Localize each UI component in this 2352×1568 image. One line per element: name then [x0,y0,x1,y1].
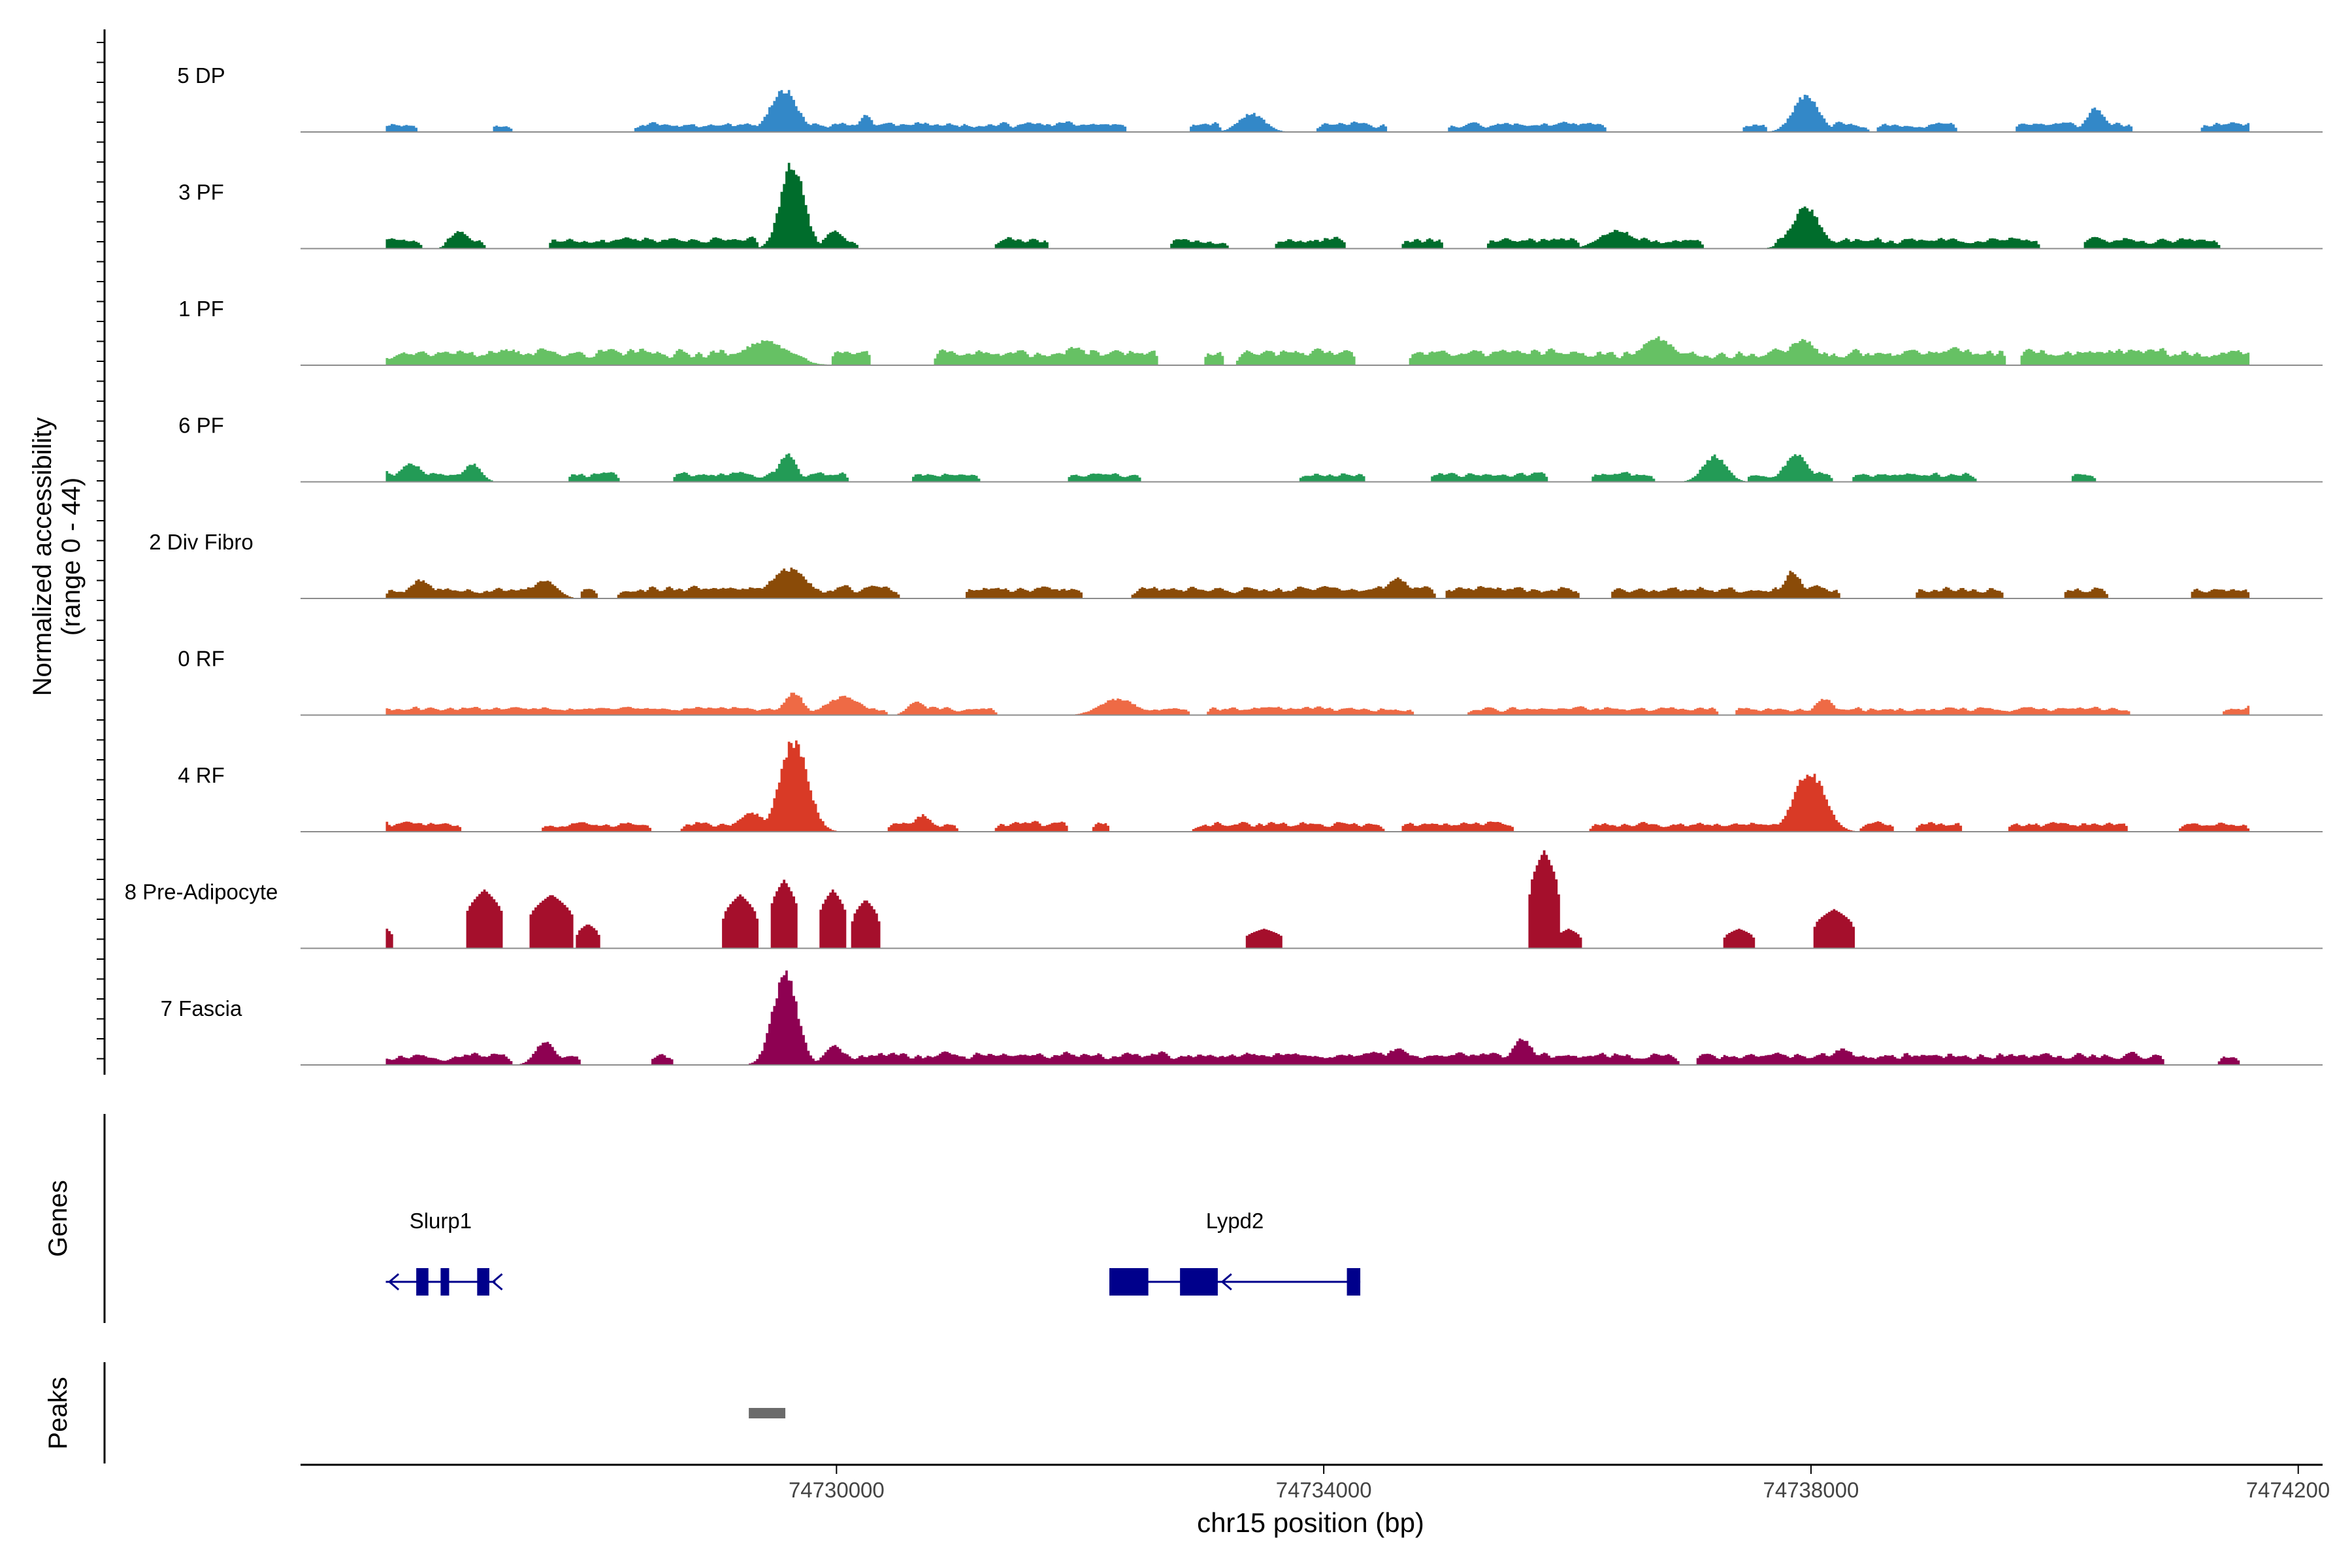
y-axis-label: Normalized accessibility [28,417,57,696]
track-signal [385,740,2250,832]
x-axis-label: chr15 position (bp) [1197,1507,1424,1538]
x-tick-label: 74730000 [789,1478,885,1502]
gene-exon [477,1268,489,1296]
x-tick-label: 74738000 [1763,1478,1859,1502]
track-label: 2 Div Fibro [149,530,253,554]
track-signal [385,453,2097,482]
x-tick-label: 74734000 [1276,1478,1372,1502]
x-tick-label: 7474200 [2246,1478,2330,1502]
track-1-pf: 1 PF [178,297,2323,366]
peaks-panel-label: Peaks [44,1377,73,1449]
y-axis [97,29,106,1075]
gene-name: Slurp1 [410,1209,472,1233]
gene-exon [1347,1268,1361,1296]
track-signal [385,693,2250,715]
track-label: 1 PF [178,297,224,321]
track-signal [385,90,2250,132]
track-5-dp: 5 DP [177,63,2323,133]
track-0-rf: 0 RF [178,647,2323,716]
gene-exon [1109,1268,1149,1296]
track-6-pf: 6 PF [178,414,2323,483]
track-label: 7 Fascia [161,996,242,1021]
coverage-tracks: 5 DP 3 PF 1 PF 6 PF 2 Div Fibro 0 RF 4 RF 8 Pre… [125,63,2323,1066]
track-7-fascia: 7 Fascia [161,970,2323,1066]
track-8-pre-adipocyte: 8 Pre-Adipocyte [125,850,2323,949]
x-axis: 74730000 74734000 74738000 7474200 [301,1463,2330,1502]
gene-strand-arrow [1220,1273,1232,1291]
track-label: 6 PF [178,414,224,438]
peaks-panel [103,1362,786,1463]
gene-exon [1180,1268,1218,1296]
track-signal [385,336,2250,365]
y-axis-label-range: (range 0 - 44) [57,478,86,636]
track-label: 8 Pre-Adipocyte [125,880,278,904]
track-signal [385,970,2240,1065]
peak-region [749,1408,786,1418]
track-signal [385,850,1855,949]
genes-panel-label: Genes [44,1180,73,1257]
track-label: 5 DP [177,63,225,88]
gene-strand-arrow [491,1273,503,1291]
track-label: 3 PF [178,180,224,204]
gene-strand-arrow [387,1273,400,1291]
track-signal [385,567,2250,598]
genes-panel: Slurp1 Lypd2 [103,1114,1361,1323]
track-4-rf: 4 RF [178,740,2323,832]
track-label: 0 RF [178,647,225,671]
track-3-pf: 3 PF [178,163,2323,250]
track-label: 4 RF [178,763,225,787]
gene-name: Lypd2 [1206,1209,1264,1233]
track-signal [385,163,2221,249]
gene-exon [416,1268,429,1296]
gene-lypd2: Lypd2 [1109,1209,1361,1296]
gene-exon [440,1268,449,1296]
track-2-div-fibro: 2 Div Fibro [149,530,2323,599]
gene-slurp1: Slurp1 [385,1209,503,1296]
